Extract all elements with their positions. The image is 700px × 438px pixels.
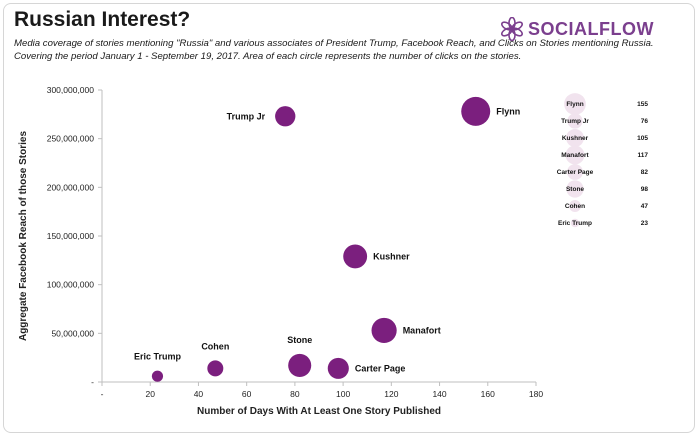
bubble-carter-page: [327, 357, 349, 379]
logo-text: SOCIALFLOW: [528, 18, 654, 39]
bubble-kushner: [343, 244, 368, 269]
bubble-flynn: [461, 96, 491, 126]
page-title: Russian Interest?: [14, 8, 191, 31]
legend-bubble: [567, 113, 583, 129]
legend-value: 98: [641, 186, 649, 193]
legend-value: 23: [641, 220, 649, 227]
chart-frame: [3, 3, 695, 433]
bubble-cohen: [207, 360, 224, 377]
y-tick-label: 50,000,000: [51, 328, 94, 338]
legend-name: Carter Page: [557, 169, 594, 176]
y-tick-label: 150,000,000: [47, 231, 95, 241]
legend-value: 82: [641, 169, 649, 176]
x-tick-label: 160: [481, 389, 495, 399]
legend-name: Eric Trump: [558, 220, 592, 227]
legend-value: 105: [637, 135, 648, 142]
legend-bubble: [570, 218, 580, 228]
x-tick-label: 40: [194, 389, 204, 399]
x-tick-label: 120: [384, 389, 398, 399]
legend-bubble: [569, 200, 581, 212]
bubble-label: Cohen: [201, 341, 229, 351]
x-tick-label: 80: [290, 389, 300, 399]
legend-name: Kushner: [562, 135, 589, 142]
chart-axes: - 20 40 60 80 100 120 140 160 180 - 50,000,000 100,0…: [18, 85, 543, 417]
legend-value: 76: [641, 118, 649, 125]
x-tick-label: -: [101, 389, 104, 399]
subtitle-line-1: Media coverage of stories mentioning "Ru…: [14, 38, 654, 49]
legend-name: Cohen: [565, 203, 585, 210]
legend-name: Trump Jr: [561, 118, 589, 125]
legend-bubble: [566, 129, 584, 147]
y-tick-label: 100,000,000: [47, 280, 95, 290]
bubble-label: Eric Trump: [134, 352, 182, 362]
bubble-eric-trump: [151, 370, 164, 382]
legend-value: 117: [638, 152, 649, 159]
bubble-label: Manafort: [403, 325, 441, 335]
x-tick-label: 60: [242, 389, 252, 399]
y-tick-label: -: [91, 377, 94, 387]
bubble-label: Kushner: [373, 251, 410, 261]
bubble-label: Stone: [287, 335, 312, 345]
chart-points: Flynn Trump Jr Kushner Manafort Carter Page S…: [134, 96, 520, 382]
y-tick-label: 300,000,000: [47, 85, 95, 95]
legend-bubble: [566, 180, 584, 198]
y-axis-title: Aggregate Facebook Reach of those Storie…: [18, 131, 29, 341]
bubble-trump-jr: [275, 106, 296, 127]
y-tick-label: 250,000,000: [47, 134, 95, 144]
socialflow-logo: SOCIALFLOW: [500, 17, 654, 41]
legend-value: 155: [637, 101, 648, 108]
chart-subtitle: Media coverage of stories mentioning "Ru…: [14, 37, 694, 63]
bubble-label: Carter Page: [355, 363, 406, 373]
bubble-stone: [288, 353, 312, 377]
x-tick-label: 100: [336, 389, 350, 399]
legend-name: Stone: [566, 186, 584, 193]
x-tick-label: 20: [145, 389, 155, 399]
y-tick-label: 200,000,000: [47, 182, 95, 192]
x-axis-title: Number of Days With At Least One Story P…: [197, 406, 441, 417]
x-tick-label: 140: [432, 389, 446, 399]
legend-name: Manafort: [561, 152, 589, 159]
legend-value: 47: [641, 203, 649, 210]
legend-bubble: [567, 164, 583, 180]
bubble-manafort: [371, 317, 397, 344]
chart-legend: Flynn 155 Trump Jr 76 Kushner 105 Manafort 117 C…: [557, 93, 649, 228]
bubble-label: Trump Jr: [227, 111, 266, 121]
legend-bubble: [565, 145, 585, 165]
legend-name: Flynn: [566, 101, 583, 108]
legend-bubble: [564, 93, 586, 115]
subtitle-line-2: Covering the period January 1 - Septembe…: [14, 51, 522, 62]
flower-logo-icon: [501, 17, 523, 41]
x-tick-label: 180: [529, 389, 543, 399]
bubble-label: Flynn: [496, 106, 520, 116]
